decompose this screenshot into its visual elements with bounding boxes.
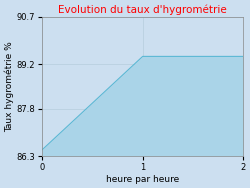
X-axis label: heure par heure: heure par heure bbox=[106, 175, 179, 184]
Y-axis label: Taux hygrométrie %: Taux hygrométrie % bbox=[4, 41, 14, 132]
Title: Evolution du taux d'hygrométrie: Evolution du taux d'hygrométrie bbox=[58, 4, 227, 15]
